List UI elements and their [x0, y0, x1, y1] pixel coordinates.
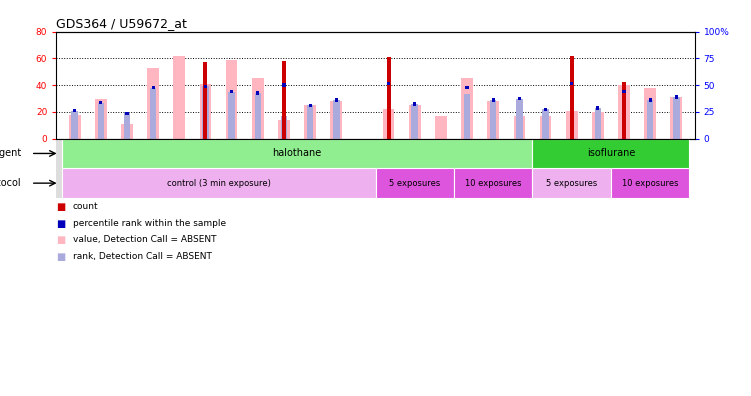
Bar	[256, 91, 259, 95]
Bar	[282, 84, 285, 87]
Text: control (3 min exposure): control (3 min exposure)	[167, 179, 270, 188]
Bar	[62, 168, 376, 198]
Text: isoflurane: isoflurane	[587, 148, 635, 158]
Bar	[376, 168, 454, 198]
Text: agent: agent	[0, 148, 21, 158]
Bar	[282, 61, 286, 139]
Bar	[673, 97, 680, 139]
Bar	[69, 114, 80, 139]
Bar	[281, 116, 287, 139]
Bar	[487, 101, 499, 139]
Bar	[73, 109, 76, 112]
Bar	[649, 98, 652, 101]
Bar	[532, 139, 689, 168]
Bar	[125, 112, 128, 115]
Bar	[644, 88, 656, 139]
Bar	[228, 92, 235, 139]
Bar	[435, 116, 447, 139]
Text: ■: ■	[56, 235, 65, 245]
Bar	[592, 112, 604, 139]
Bar	[671, 97, 682, 139]
Text: halothane: halothane	[273, 148, 321, 158]
Bar	[304, 105, 316, 139]
Bar	[200, 84, 211, 139]
Bar	[383, 109, 394, 139]
Bar	[514, 116, 525, 139]
Bar	[230, 90, 233, 93]
Bar	[121, 124, 133, 139]
Bar	[152, 86, 155, 89]
Text: 5 exposures: 5 exposures	[546, 179, 597, 188]
Bar	[412, 104, 418, 139]
Bar	[150, 88, 156, 139]
Bar	[413, 102, 416, 105]
Bar	[623, 90, 626, 93]
Bar	[611, 168, 689, 198]
Text: rank, Detection Call = ABSENT: rank, Detection Call = ABSENT	[73, 252, 212, 261]
Bar	[466, 86, 469, 89]
Bar	[409, 105, 421, 139]
Bar	[62, 139, 532, 168]
Bar	[622, 82, 626, 139]
Bar	[647, 100, 653, 139]
Bar	[307, 105, 313, 139]
Text: 10 exposures: 10 exposures	[622, 179, 678, 188]
Bar	[461, 78, 473, 139]
Bar	[566, 110, 578, 139]
Text: GDS364 / U59672_at: GDS364 / U59672_at	[56, 17, 187, 30]
Bar	[490, 100, 496, 139]
Text: count: count	[73, 202, 98, 211]
Bar	[95, 99, 107, 139]
Bar	[464, 95, 470, 139]
Bar	[516, 99, 523, 139]
Bar	[387, 57, 391, 139]
Text: ■: ■	[56, 219, 65, 228]
Bar	[278, 120, 290, 139]
Bar	[124, 113, 130, 139]
Bar	[99, 101, 102, 104]
Text: value, Detection Call = ABSENT: value, Detection Call = ABSENT	[73, 235, 216, 244]
Bar	[595, 108, 601, 139]
Bar	[518, 97, 521, 100]
Bar	[532, 168, 611, 198]
Bar	[333, 100, 339, 139]
Bar	[596, 106, 599, 110]
Bar	[204, 63, 207, 139]
Bar	[98, 103, 104, 139]
Bar	[309, 103, 312, 107]
Bar	[335, 98, 338, 101]
Bar	[618, 85, 630, 139]
Bar	[226, 60, 237, 139]
Bar	[202, 86, 209, 139]
Text: percentile rank within the sample: percentile rank within the sample	[73, 219, 226, 228]
Bar	[570, 82, 573, 86]
Bar	[330, 101, 342, 139]
Bar	[542, 109, 549, 139]
Text: ■: ■	[56, 202, 65, 212]
Text: 5 exposures: 5 exposures	[389, 179, 440, 188]
Bar	[387, 82, 391, 86]
Bar	[540, 116, 551, 139]
Bar	[204, 85, 207, 88]
Bar	[454, 168, 532, 198]
Bar	[71, 110, 78, 139]
Text: ■: ■	[56, 252, 65, 262]
Bar	[492, 98, 495, 101]
Bar	[173, 56, 185, 139]
Bar	[544, 108, 547, 111]
Bar	[255, 93, 261, 139]
Text: 10 exposures: 10 exposures	[465, 179, 521, 188]
Bar	[252, 78, 264, 139]
Bar	[147, 68, 159, 139]
Text: protocol: protocol	[0, 178, 21, 188]
Bar	[675, 95, 678, 99]
Bar	[570, 56, 574, 139]
